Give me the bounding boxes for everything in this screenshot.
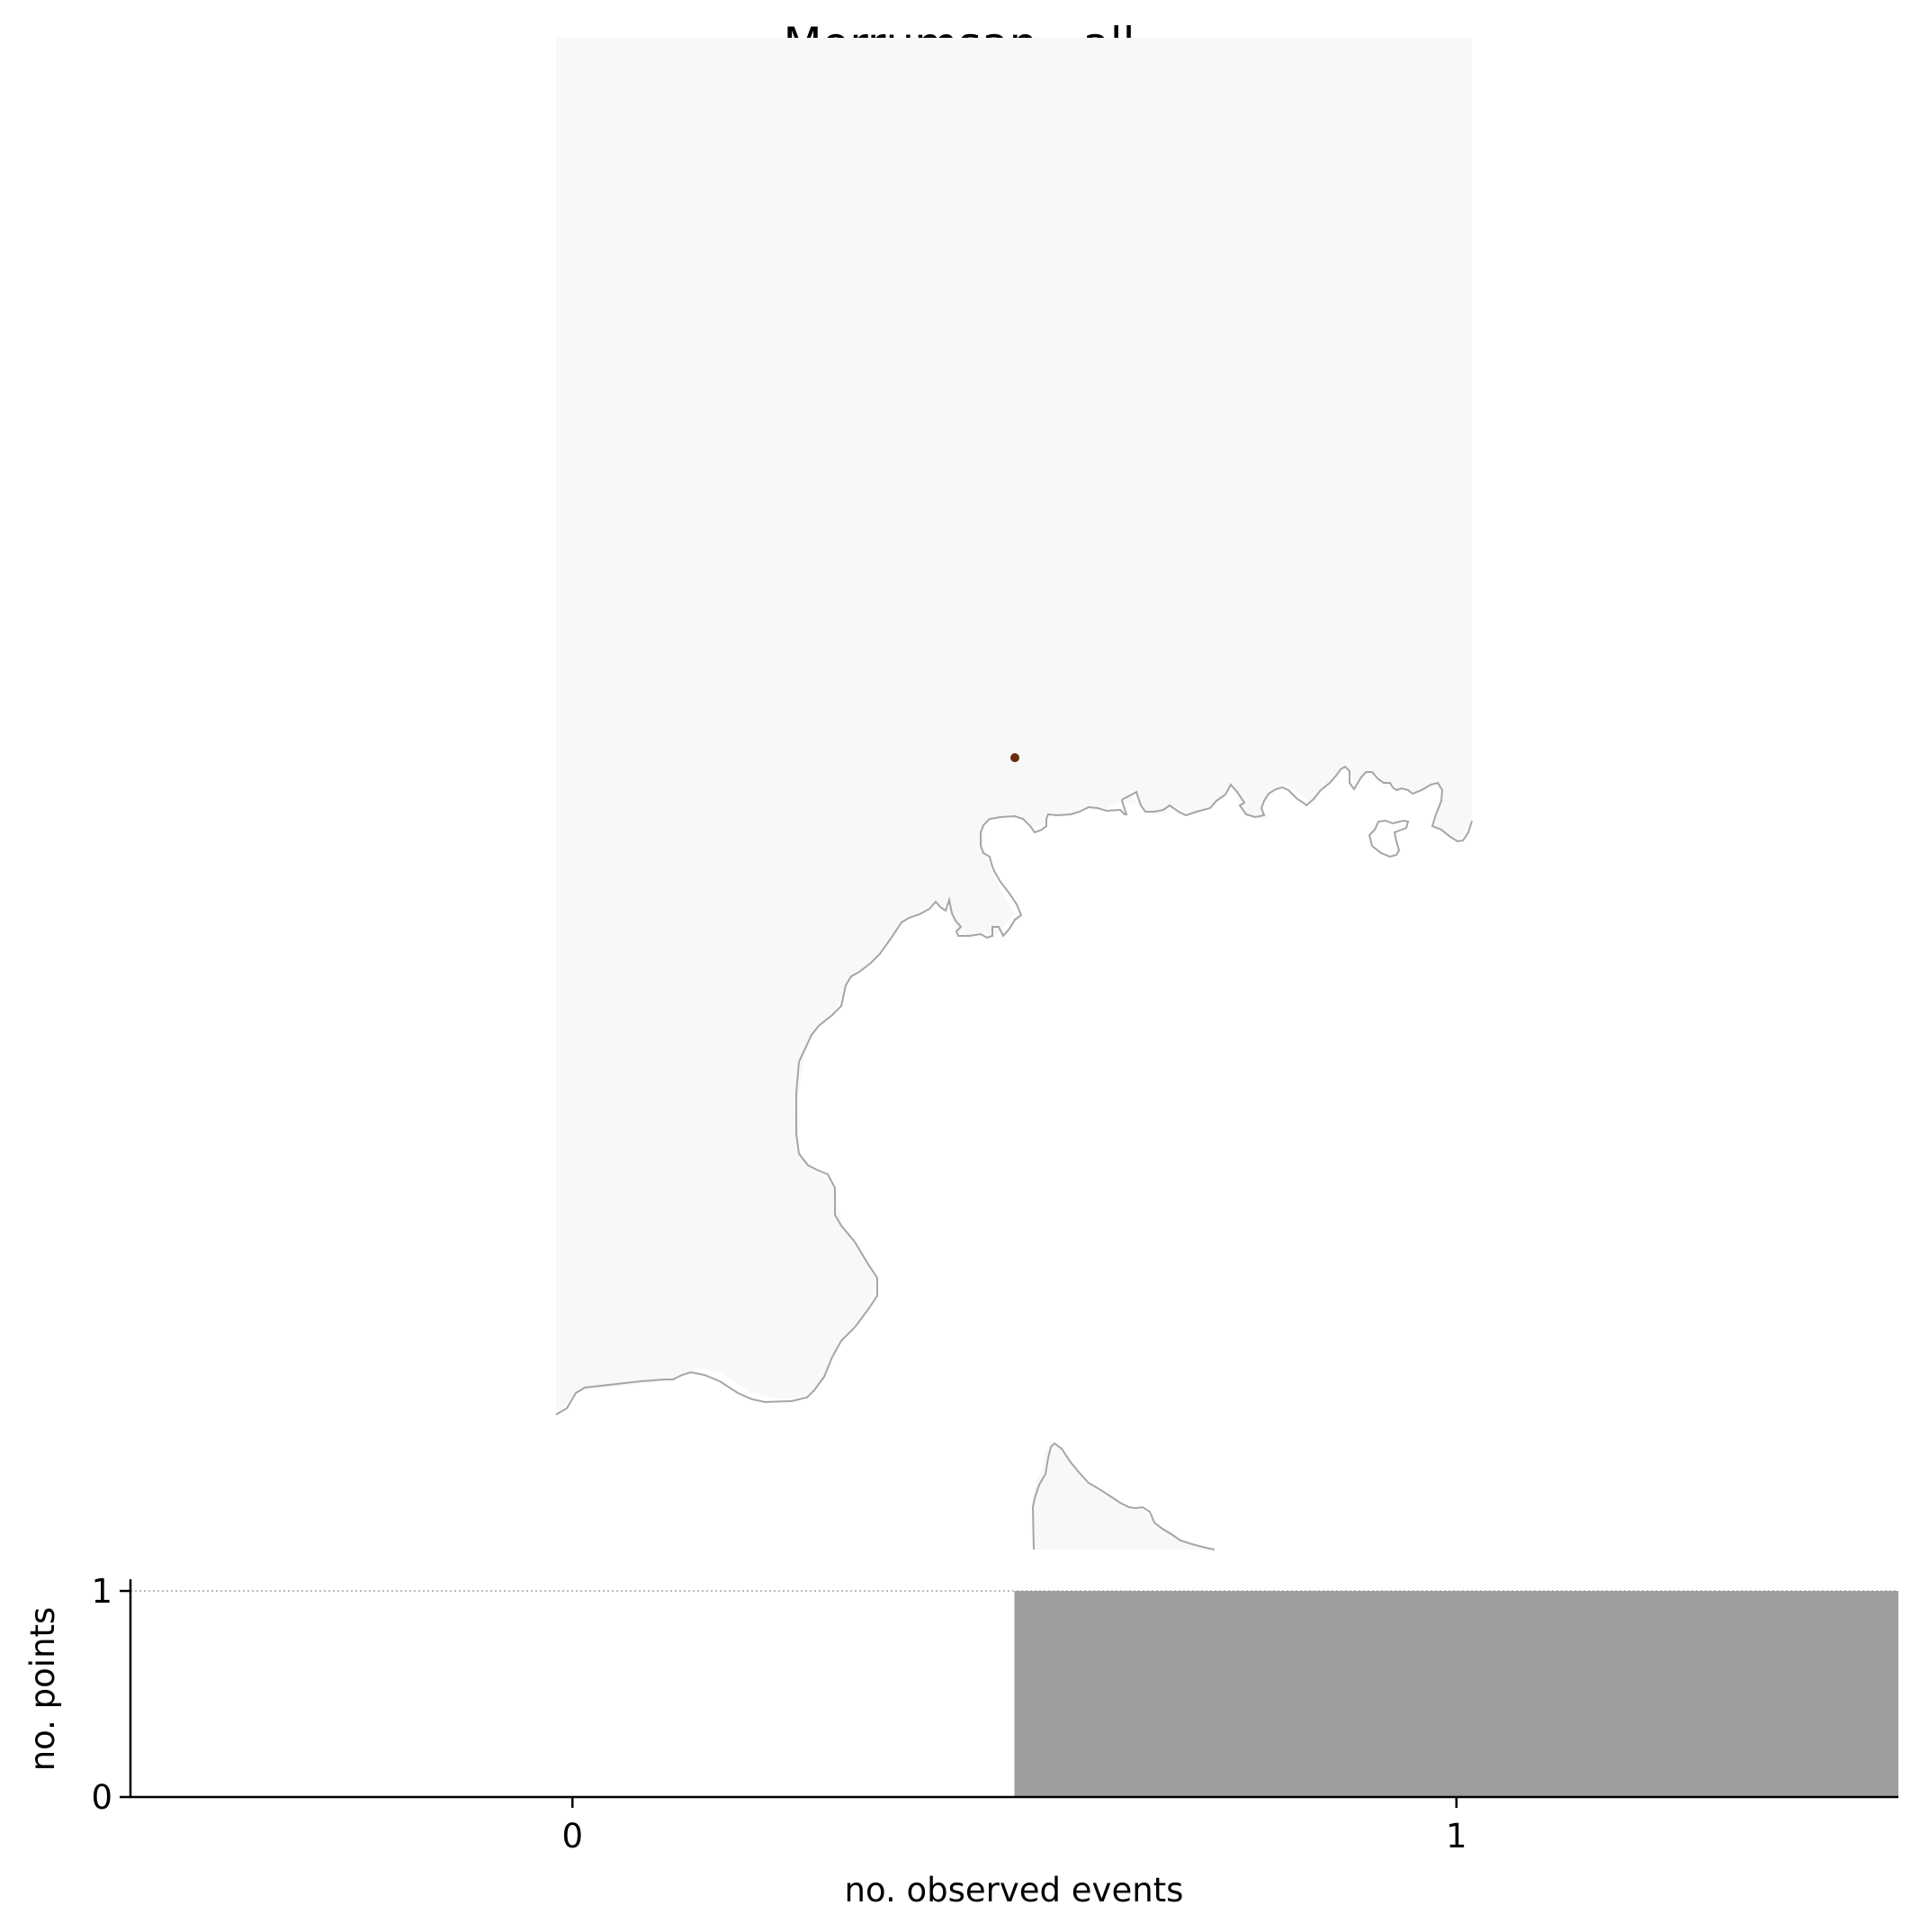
sea-lower: [556, 1415, 1472, 1550]
y-tick-label: 1: [91, 1572, 112, 1611]
map-panel: [555, 38, 1473, 1550]
map-point: [1010, 753, 1019, 762]
coastline-south: [1031, 1442, 1216, 1550]
sea-area: [556, 765, 1472, 1415]
bars-group: [1014, 1591, 1898, 1797]
y-axis-label: no. points: [23, 1607, 62, 1772]
x-tick-label: 1: [1446, 1817, 1467, 1856]
southern-landmass: [1032, 1441, 1206, 1550]
bar-1: [1014, 1591, 1898, 1797]
coastline-island: [1368, 819, 1410, 858]
y-tick-label: 0: [91, 1778, 112, 1817]
x-tick-label: 0: [561, 1817, 583, 1856]
coastline-main: [555, 765, 1473, 1415]
x-axis-label: no. observed events: [845, 1871, 1184, 1910]
y-ticks-group: 01: [91, 1572, 130, 1817]
